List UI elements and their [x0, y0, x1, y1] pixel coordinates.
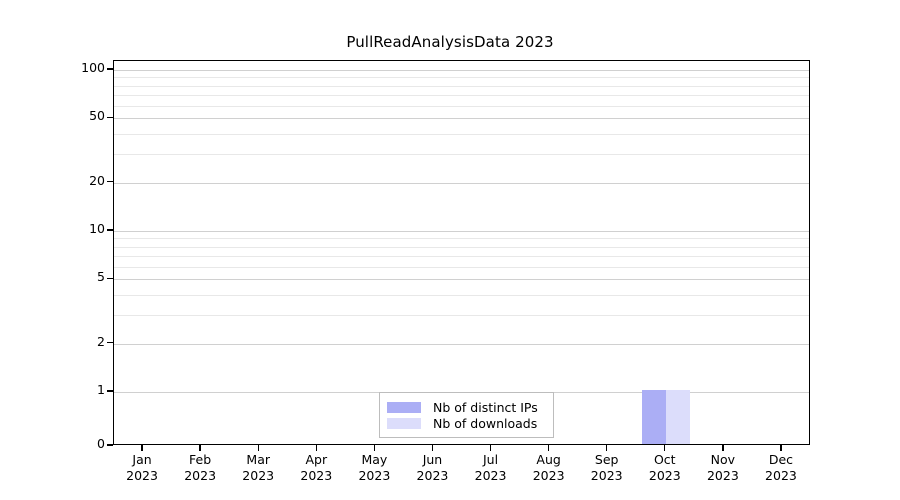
page-title: PullReadAnalysisData 2023	[346, 33, 554, 51]
y-axis-tick-mark	[107, 68, 113, 70]
x-axis-tick-mark	[315, 445, 317, 451]
x-axis-tick-mark	[722, 445, 724, 451]
x-tick-month: Nov	[710, 452, 736, 467]
legend-item-label: Nb of downloads	[433, 415, 538, 431]
x-axis-tick-label: Apr 2023	[276, 452, 356, 484]
legend-swatch-icon	[387, 401, 421, 413]
y-axis-tick-label: 50	[89, 108, 105, 124]
x-tick-month: May	[361, 452, 388, 467]
x-axis-tick-mark	[141, 445, 143, 451]
x-axis-tick-mark	[431, 445, 434, 451]
gridline	[114, 231, 809, 232]
y-axis-tick-mark	[107, 390, 113, 392]
gridline	[114, 105, 809, 107]
x-axis-tick-mark	[606, 445, 608, 451]
x-axis-tick-label: Feb 2023	[160, 452, 240, 484]
gridline	[114, 315, 809, 317]
gridline	[114, 343, 809, 345]
x-axis-tick-label: Jul 2023	[451, 452, 531, 484]
gridline	[114, 295, 809, 297]
legend-item[interactable]: Nb of downloads	[387, 415, 545, 431]
y-axis-tick-mark	[107, 116, 113, 119]
legend-swatch-icon	[387, 417, 421, 429]
gridline	[114, 238, 809, 240]
x-tick-year: 2023	[184, 468, 217, 483]
legend-item[interactable]: Nb of distinct IPs	[387, 399, 545, 415]
bars-layer	[114, 61, 809, 444]
x-tick-year: 2023	[300, 468, 333, 483]
x-tick-month: Apr	[305, 452, 328, 467]
x-axis-tick-mark	[547, 445, 550, 451]
x-axis-tick-label: Mar 2023	[218, 452, 298, 484]
gridline	[114, 182, 809, 184]
x-axis-tick-mark	[489, 445, 492, 451]
x-axis-tick-label: Dec 2023	[741, 452, 821, 484]
x-tick-year: 2023	[648, 468, 681, 483]
y-axis-tick-mark	[107, 277, 113, 280]
gridline	[114, 85, 809, 87]
y-axis-tick-label: 10	[89, 221, 105, 236]
chart-legend: Nb of distinct IPs Nb of downloads	[379, 392, 554, 438]
x-axis-tick-label: Oct 2023	[625, 452, 705, 484]
x-axis-tick-mark	[199, 445, 201, 451]
x-tick-month: Aug	[536, 452, 561, 467]
gridline	[114, 154, 809, 156]
x-tick-year: 2023	[126, 468, 158, 483]
gridline	[114, 255, 809, 257]
x-tick-month: Dec	[768, 452, 794, 467]
gridline	[114, 246, 809, 248]
x-axis-tick-mark	[257, 445, 259, 451]
x-tick-month: Oct	[653, 452, 676, 467]
gridline	[114, 134, 809, 136]
x-axis-tick-mark	[664, 445, 666, 451]
x-tick-year: 2023	[358, 468, 391, 483]
x-tick-year: 2023	[532, 468, 565, 483]
y-axis-tick-label: 1	[97, 382, 105, 397]
x-tick-month: Jun	[422, 452, 443, 467]
y-axis-tick-mark	[107, 180, 113, 183]
bar	[665, 390, 690, 444]
x-axis-tick-label: May 2023	[334, 452, 414, 484]
y-axis-tick-label: 2	[97, 333, 105, 349]
x-tick-year: 2023	[706, 468, 739, 483]
plot-area	[113, 60, 810, 445]
x-tick-month: Mar	[246, 452, 270, 467]
x-tick-year: 2023	[242, 468, 275, 483]
x-tick-year: 2023	[416, 468, 449, 483]
x-axis-tick-mark	[373, 445, 376, 451]
x-axis-tick-label: Jan 2023	[102, 452, 182, 484]
x-axis-tick-label: Jun 2023	[392, 452, 472, 484]
x-tick-month: Sep	[594, 452, 619, 467]
x-tick-year: 2023	[590, 468, 623, 483]
y-axis-tick-mark	[107, 444, 113, 446]
x-tick-month: Jan	[132, 452, 152, 467]
x-axis-tick-label: Sep 2023	[567, 452, 647, 484]
y-axis-tick-mark	[107, 229, 113, 231]
x-axis-tick-label: Nov 2023	[683, 452, 763, 484]
y-axis-tick-label: 5	[97, 269, 105, 285]
x-tick-year: 2023	[765, 468, 797, 483]
y-axis-tick-label: 0	[97, 436, 105, 451]
gridline	[114, 118, 809, 120]
legend-item-label: Nb of distinct IPs	[433, 399, 538, 415]
y-axis-tick-mark	[107, 341, 113, 344]
y-axis-tick-label: 100	[81, 60, 105, 75]
gridline	[114, 279, 809, 281]
x-tick-month: Jul	[482, 452, 499, 467]
gridline	[114, 70, 809, 71]
gridline	[114, 266, 809, 268]
x-axis-tick-label: Aug 2023	[509, 452, 589, 484]
y-axis-tick-label: 20	[89, 172, 105, 188]
x-tick-month: Feb	[189, 452, 212, 467]
x-axis-tick-mark	[780, 445, 782, 451]
gridline	[114, 77, 809, 79]
gridline	[114, 94, 809, 96]
x-tick-year: 2023	[474, 468, 507, 483]
bar	[641, 390, 666, 444]
